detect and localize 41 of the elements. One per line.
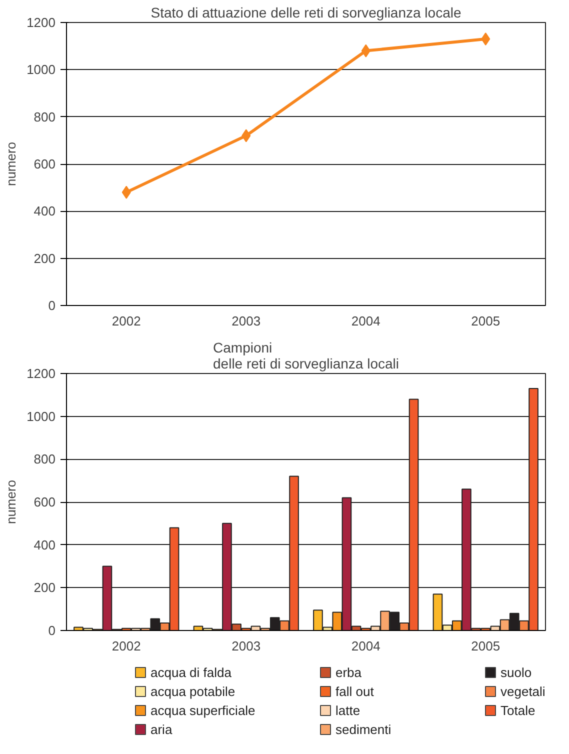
y-axis-title: numero [4, 142, 19, 186]
y-tick-label: 1000 [26, 408, 56, 424]
x-tick-label: 2004 [351, 638, 380, 654]
x-tick-label: 2002 [112, 314, 141, 328]
y-tick-label: 600 [34, 156, 56, 172]
y-tick-label: 0 [48, 298, 56, 313]
y-tick-label: 1200 [26, 366, 56, 381]
x-tick-label: 2004 [351, 314, 380, 328]
y-tick-label: 0 [48, 623, 56, 638]
y-tick-label: 200 [34, 250, 56, 266]
legend-label: sedimenti [336, 722, 392, 737]
y-axis-title: numero [4, 480, 19, 524]
x-tick-label: 2002 [112, 638, 141, 654]
legend-label: Totale [500, 703, 536, 718]
chart-title: Campioni delle reti di sorveglianza locali [213, 340, 400, 372]
x-tick-label: 2005 [471, 638, 500, 654]
x-tick-label: 2003 [232, 314, 261, 328]
legend-label: acqua superficiale [150, 703, 256, 718]
point [242, 129, 251, 142]
y-tick-label: 800 [34, 452, 56, 467]
y-tick-label: 400 [34, 537, 56, 552]
chart-title: Stato di attuazione delle reti di sorveglianza locale [150, 4, 462, 20]
legend-label: aria [150, 722, 173, 737]
x-tick-label: 2005 [471, 314, 500, 328]
x-tick-label: 2003 [232, 638, 261, 654]
y-tick-label: 1200 [26, 15, 56, 30]
legend-label: vegetali [500, 684, 546, 699]
legend-label: acqua di falda [150, 665, 232, 680]
y-tick-label: 200 [34, 580, 56, 596]
y-tick-label: 800 [34, 109, 56, 124]
legend-label: acqua potabile [150, 684, 236, 699]
legend-label: suolo [500, 665, 532, 680]
y-tick-label: 1000 [26, 62, 56, 78]
legend-label: fall out [336, 684, 374, 699]
legend-label: erba [336, 665, 362, 680]
point [122, 186, 131, 199]
point [361, 44, 370, 58]
y-tick-label: 600 [34, 494, 56, 510]
point [481, 32, 490, 46]
y-tick-label: 400 [34, 204, 56, 219]
legend-label: latte [336, 703, 360, 718]
